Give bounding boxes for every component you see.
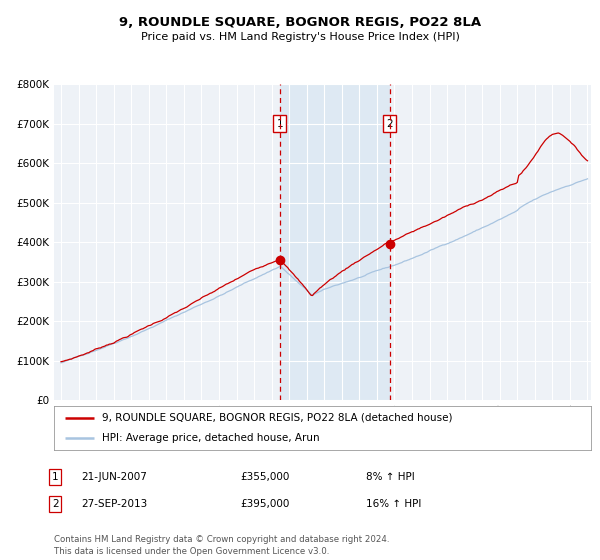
- Text: 1: 1: [52, 472, 59, 482]
- Text: Price paid vs. HM Land Registry's House Price Index (HPI): Price paid vs. HM Land Registry's House …: [140, 32, 460, 43]
- Bar: [280, 84, 390, 400]
- Text: 2: 2: [52, 499, 59, 509]
- Text: 1: 1: [277, 119, 283, 129]
- Text: 2: 2: [386, 119, 393, 129]
- Text: 8% ↑ HPI: 8% ↑ HPI: [366, 472, 415, 482]
- Text: 16% ↑ HPI: 16% ↑ HPI: [366, 499, 421, 509]
- Text: 9, ROUNDLE SQUARE, BOGNOR REGIS, PO22 8LA (detached house): 9, ROUNDLE SQUARE, BOGNOR REGIS, PO22 8L…: [103, 413, 453, 423]
- Text: £355,000: £355,000: [240, 472, 289, 482]
- Text: HPI: Average price, detached house, Arun: HPI: Average price, detached house, Arun: [103, 433, 320, 443]
- Text: 9, ROUNDLE SQUARE, BOGNOR REGIS, PO22 8LA: 9, ROUNDLE SQUARE, BOGNOR REGIS, PO22 8L…: [119, 16, 481, 29]
- Text: £395,000: £395,000: [240, 499, 289, 509]
- Text: 27-SEP-2013: 27-SEP-2013: [81, 499, 147, 509]
- Text: 21-JUN-2007: 21-JUN-2007: [81, 472, 147, 482]
- Text: Contains HM Land Registry data © Crown copyright and database right 2024.
This d: Contains HM Land Registry data © Crown c…: [54, 535, 389, 556]
